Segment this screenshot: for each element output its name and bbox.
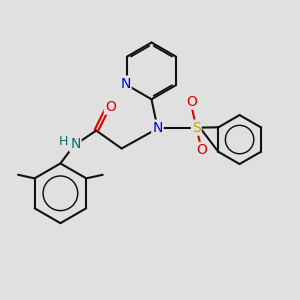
Text: S: S — [192, 121, 201, 135]
Text: O: O — [105, 100, 116, 114]
Text: H: H — [59, 134, 68, 148]
Text: O: O — [196, 143, 207, 157]
Text: N: N — [70, 137, 80, 151]
Text: O: O — [186, 94, 196, 109]
Text: N: N — [120, 76, 130, 91]
Text: N: N — [152, 121, 163, 135]
